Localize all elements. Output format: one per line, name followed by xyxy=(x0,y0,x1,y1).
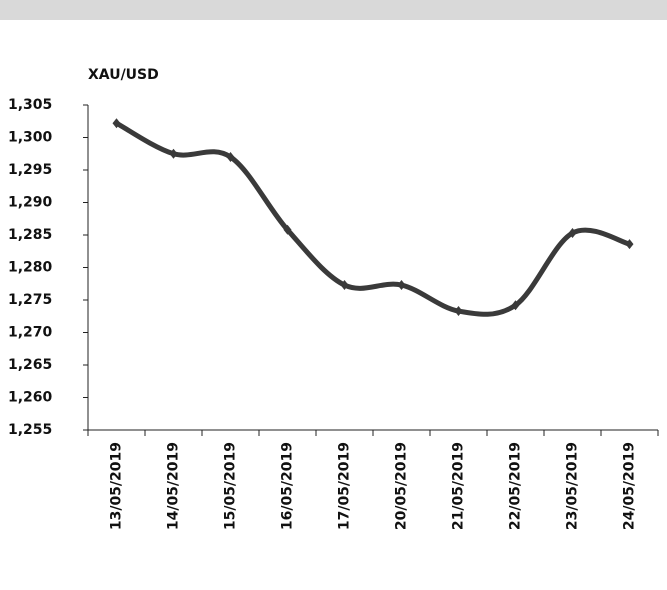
marker xyxy=(568,228,577,239)
y-tick-label: 1,290 xyxy=(8,195,53,211)
x-tick-label: 24/05/2019 xyxy=(622,442,638,530)
line xyxy=(115,120,631,317)
marker xyxy=(454,306,463,317)
x-tick-label: 15/05/2019 xyxy=(223,442,239,530)
chart-title: XAU/USD xyxy=(88,67,159,83)
y-tick-label: 1,270 xyxy=(8,325,53,341)
marker xyxy=(511,300,520,311)
x-tick-label: 14/05/2019 xyxy=(166,442,182,530)
marker xyxy=(169,148,178,159)
y-tick-label: 1,260 xyxy=(8,390,53,406)
marker xyxy=(340,280,349,291)
marker xyxy=(283,224,292,235)
x-tick-label: 13/05/2019 xyxy=(109,442,125,530)
y-tick-label: 1,285 xyxy=(8,227,52,243)
marker xyxy=(625,239,634,250)
y-tick-label: 1,275 xyxy=(8,292,52,308)
top-bar xyxy=(0,0,667,20)
x-tick-label: 20/05/2019 xyxy=(394,442,410,530)
x-tick-label: 23/05/2019 xyxy=(565,442,581,530)
y-tick-label: 1,305 xyxy=(8,97,52,113)
x-tick-label: 21/05/2019 xyxy=(451,442,467,530)
x-tick-label: 16/05/2019 xyxy=(280,442,296,530)
x-tick-label: 22/05/2019 xyxy=(508,442,524,530)
marker xyxy=(397,280,406,291)
y-tick-label: 1,255 xyxy=(8,422,52,438)
y-tick-label: 1,265 xyxy=(8,357,52,373)
y-tick-label: 1,280 xyxy=(8,260,53,276)
y-tick-label: 1,295 xyxy=(8,162,52,178)
marker xyxy=(226,152,235,162)
marker xyxy=(112,118,121,129)
y-tick-label: 1,300 xyxy=(8,130,53,146)
x-tick-label: 17/05/2019 xyxy=(337,442,353,530)
